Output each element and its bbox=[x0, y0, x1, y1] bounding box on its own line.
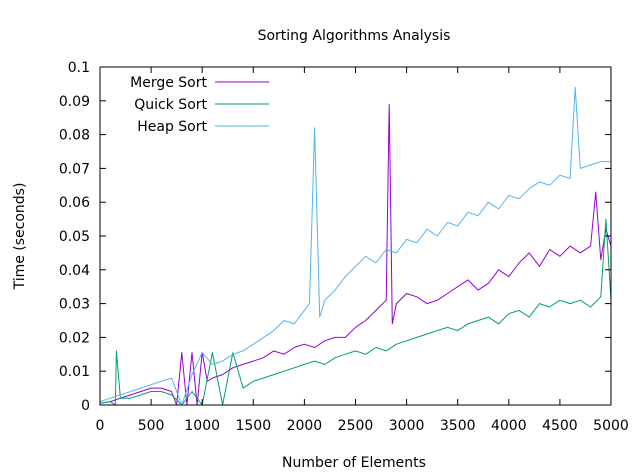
series-line-heap-sort bbox=[99, 86, 611, 406]
y-tick-label: 0 bbox=[81, 398, 90, 414]
y-tick-label: 0.09 bbox=[59, 94, 90, 110]
y-tick-label: 0.04 bbox=[59, 263, 90, 279]
y-tick-label: 0.1 bbox=[68, 60, 90, 76]
series-layer bbox=[99, 86, 612, 406]
legend-label-heap-sort: Heap Sort bbox=[137, 119, 207, 135]
y-tick-label: 0.01 bbox=[59, 364, 90, 380]
x-tick-label: 4000 bbox=[491, 418, 527, 434]
legend: Merge Sort Quick Sort Heap Sort bbox=[130, 75, 269, 135]
chart-title: Sorting Algorithms Analysis bbox=[258, 28, 451, 44]
legend-label-quick-sort: Quick Sort bbox=[134, 97, 207, 113]
y-axis: 0 0.01 0.02 0.03 0.04 0.05 0.06 0.07 0.08 0.09 0.1 bbox=[59, 60, 611, 414]
x-tick-label: 1000 bbox=[184, 418, 220, 434]
x-tick-label: 5000 bbox=[593, 418, 629, 434]
x-tick-label: 2000 bbox=[287, 418, 323, 434]
y-tick-label: 0.05 bbox=[59, 229, 90, 245]
x-tick-label: 2500 bbox=[338, 418, 374, 434]
series-line-merge-sort bbox=[99, 103, 612, 406]
legend-label-merge-sort: Merge Sort bbox=[130, 75, 207, 91]
x-tick-label: 3500 bbox=[440, 418, 476, 434]
x-axis: 0 500 1000 1500 2000 2500 3000 3500 4000 4500 5000 bbox=[96, 67, 629, 434]
x-tick-label: 1500 bbox=[235, 418, 271, 434]
x-tick-label: 0 bbox=[96, 418, 105, 434]
x-tick-label: 500 bbox=[138, 418, 165, 434]
x-tick-label: 4500 bbox=[542, 418, 578, 434]
y-tick-label: 0.03 bbox=[59, 297, 90, 313]
x-tick-label: 3000 bbox=[389, 418, 425, 434]
y-tick-label: 0.06 bbox=[59, 195, 90, 211]
y-axis-title: Time (seconds) bbox=[12, 183, 28, 291]
y-tick-label: 0.07 bbox=[59, 161, 90, 177]
series-line-quick-sort bbox=[99, 218, 612, 406]
y-tick-label: 0.08 bbox=[59, 128, 90, 144]
plot-frame bbox=[99, 66, 612, 406]
y-tick-label: 0.02 bbox=[59, 330, 90, 346]
x-axis-title: Number of Elements bbox=[282, 455, 426, 471]
